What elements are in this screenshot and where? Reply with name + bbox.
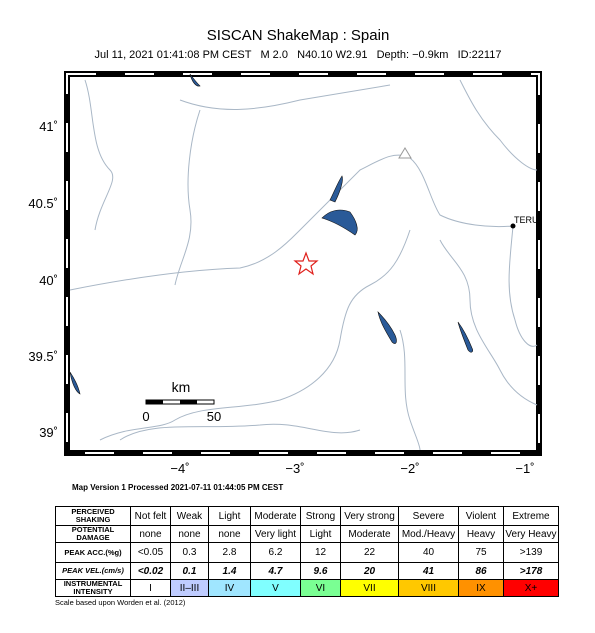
legend-cell: none [170,525,209,543]
legend-row: INSTRUMENTAL INTENSITY I II–III IV V VI VII VII… [55,579,559,597]
legend-cell: Moderate [250,506,301,526]
row-label: POTENTIAL DAMAGE [55,525,131,543]
legend-cell: 41 [398,562,459,580]
caption: Scale based upon Worden et al. (2012) [55,598,186,607]
legend-cell: VII [340,579,399,597]
lakes [69,73,473,395]
legend-row: PEAK VEL.(cm/s) <0.02 0.1 1.4 4.7 9.6 20 41 86 >1… [55,562,559,580]
lon-label: −4˚ [170,461,189,476]
scale-bar-segment [146,400,163,404]
legend-cell: 9.6 [300,562,341,580]
legend-cell: Very Heavy [503,525,559,543]
legend-cell: Mod./Heavy [398,525,459,543]
scale-bar: km 0 50 [142,379,221,424]
row-label: INSTRUMENTAL INTENSITY [55,579,131,597]
legend-cell: IX [458,579,504,597]
legend-cell: Light [208,506,251,526]
legend-cell: Severe [398,506,459,526]
rivers [69,79,538,451]
scale-unit: km [172,379,191,395]
row-label: PEAK VEL.(cm/s) [55,562,131,580]
scale-bar-segment [180,400,197,404]
legend-row: POTENTIAL DAMAGE none none none Very light Li… [55,525,559,543]
legend-cell: <0.05 [130,542,171,563]
legend-cell: Strong [300,506,341,526]
legend-cell: X+ [503,579,559,597]
legend-cell: 40 [398,542,459,563]
scale-label: 0 [142,409,149,424]
legend-cell: Very strong [340,506,399,526]
lat-label: 41˚ [39,119,58,134]
legend-cell: Violent [458,506,504,526]
station-triangle [398,147,412,159]
map-frame-ticks [66,73,540,454]
legend-cell: Very light [250,525,301,543]
lon-label: −2˚ [400,461,419,476]
legend-cell: I [130,579,171,597]
legend-cell: IV [208,579,251,597]
legend-cell: VIII [398,579,459,597]
legend-cell: >139 [503,542,559,563]
legend-cell: none [208,525,251,543]
legend-cell: 20 [340,562,399,580]
legend-cell: Heavy [458,525,504,543]
legend-cell: 2.8 [208,542,251,563]
legend-cell: 0.3 [170,542,209,563]
epicenter [293,251,319,276]
legend-cell: 6.2 [250,542,301,563]
legend-cell: 12 [300,542,341,563]
lon-label: −3˚ [285,461,304,476]
legend-cell: Not felt [130,506,171,526]
legend-cell: <0.02 [130,562,171,580]
intensity-legend: PERCEIVED SHAKING Not felt Weak Light Modera… [55,506,559,597]
legend-cell: 0.1 [170,562,209,580]
lat-label: 40˚ [39,273,58,288]
lat-label: 39.5˚ [28,349,58,364]
legend-cell: none [130,525,171,543]
map-frame [64,71,542,456]
legend-cell: Moderate [340,525,399,543]
footer: Map Version 1 Processed 2021-07-11 01:44… [72,483,283,492]
shakemap: SISCAN ShakeMap : Spain Jul 11, 2021 01:… [28,27,542,492]
legend-cell: >178 [503,562,559,580]
lat-label: 40.5˚ [28,196,58,211]
legend-row: PEAK ACC.(%g) <0.05 0.3 2.8 6.2 12 22 40 75 >139 [55,542,559,563]
legend-cell: 4.7 [250,562,301,580]
row-label: PERCEIVED SHAKING [55,506,131,526]
legend-row: PERCEIVED SHAKING Not felt Weak Light Modera… [55,506,559,526]
legend-cell: VI [300,579,341,597]
station-marker [510,223,516,229]
legend-cell: 22 [340,542,399,563]
lon-label: −1˚ [515,461,534,476]
legend-cell: 1.4 [208,562,251,580]
scale-label: 50 [207,409,221,424]
legend-cell: II–III [170,579,209,597]
legend-cell: Extreme [503,506,559,526]
legend-cell: 86 [458,562,504,580]
legend-cell: V [250,579,301,597]
subtitle: Jul 11, 2021 01:41:08 PM CEST M 2.0 N40.… [95,49,502,61]
lat-label: 39˚ [39,425,58,440]
legend-cell: Weak [170,506,209,526]
legend-cell: 75 [458,542,504,563]
row-label: PEAK ACC.(%g) [55,542,131,563]
legend-cell: Light [300,525,341,543]
station-label: TERU [514,215,539,225]
title: SISCAN ShakeMap : Spain [207,27,390,44]
